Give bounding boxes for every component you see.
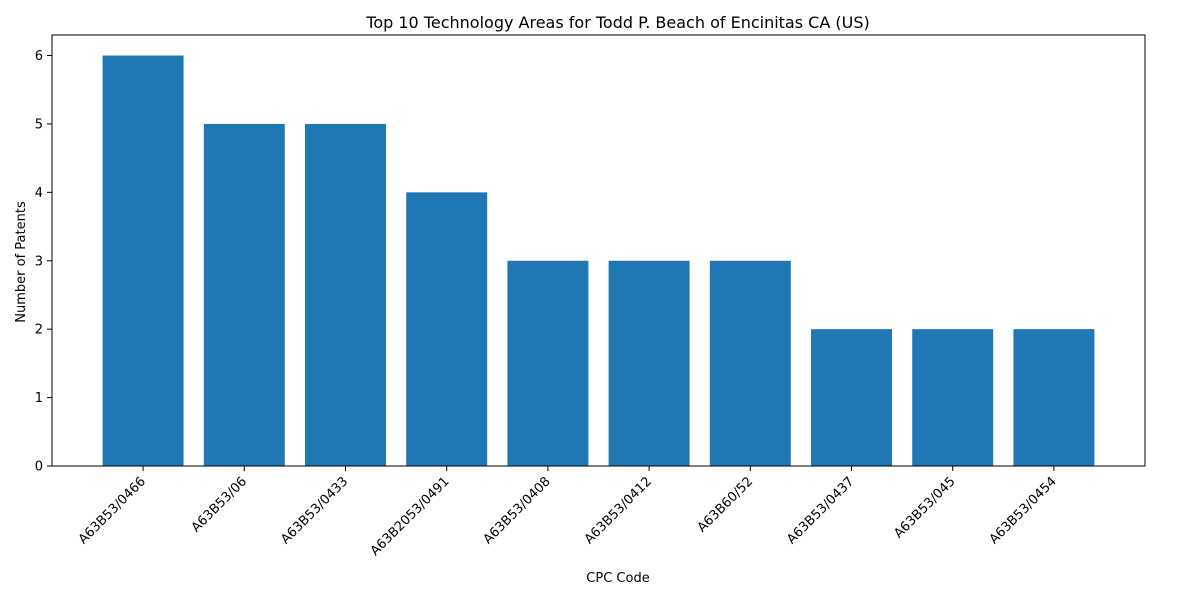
bar-A63B53/0466 [103,56,184,466]
bar-A63B2053/0491 [406,192,487,466]
y-tick-label: 1 [35,391,43,406]
x-tick-label: A63B53/0412 [582,474,655,547]
x-axis-ticks: A63B53/0466 A63B53/06 A63B53/0433A63B2053/… [76,466,1060,559]
bar-A63B53/0408 [507,261,588,466]
bar-A63B53/0433 [305,124,386,466]
bar-A63B53/06 [204,124,285,466]
y-axis-label: Number of Patents [14,201,29,323]
bar-A63B53/0437 [811,329,892,466]
x-tick-label: A63B60/52 [695,474,756,535]
bar-A63B53/045 [912,329,993,466]
bar-A63B53/0454 [1013,329,1094,466]
x-tick-label: A63B2053/0491 [368,474,453,559]
x-tick-label: A63B53/0454 [987,474,1060,547]
x-tick-label: A63B53/0437 [784,474,857,547]
bar-A63B53/0412 [609,261,690,466]
y-tick-label: 2 [35,323,43,338]
x-tick-label: A63B53/0466 [76,474,149,547]
y-tick-label: 3 [35,254,43,269]
y-tick-label: 4 [35,186,43,201]
y-axis-ticks: 0 1 2 3 4 5 6 [35,49,52,474]
bars-group [103,56,1095,466]
bar-A63B60/52 [710,261,791,466]
y-tick-label: 6 [35,49,43,64]
x-axis-label: CPC Code [586,571,649,586]
x-tick-label: A63B53/045 [891,474,958,541]
y-tick-label: 0 [35,460,43,475]
y-tick-label: 5 [35,117,43,132]
chart-title: Top 10 Technology Areas for Todd P. Beac… [365,13,869,32]
x-tick-label: A63B53/0433 [278,474,351,547]
x-tick-label: A63B53/06 [189,474,250,535]
x-tick-label: A63B53/0408 [481,474,554,547]
